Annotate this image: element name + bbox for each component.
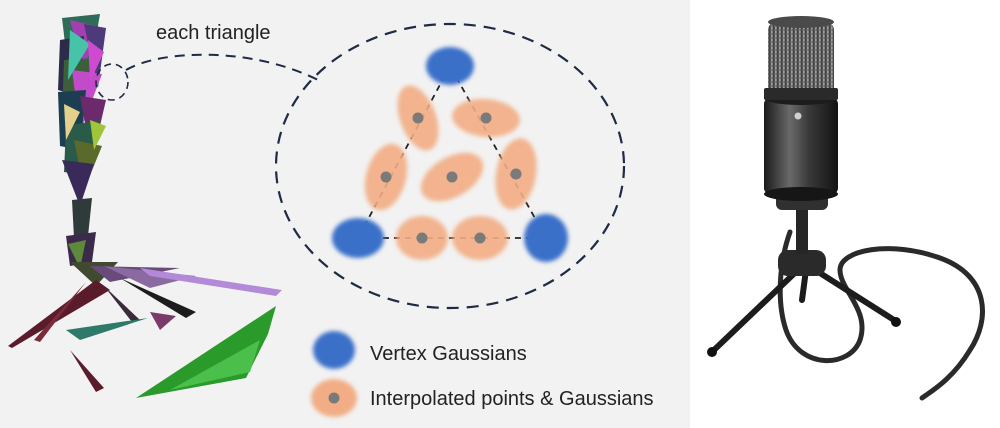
mic-switch [794, 112, 802, 120]
legend: Vertex Gaussians Interpolated points & G… [311, 331, 654, 417]
interpolated-point [446, 171, 458, 183]
legend-interpolated-point [328, 392, 340, 404]
legend-vertex-swatch [313, 331, 355, 369]
zoom-ellipse [274, 22, 626, 310]
callout-source-circle [95, 63, 129, 101]
interpolated-point [416, 232, 428, 244]
interpolated-points [380, 112, 522, 244]
callout-connector [125, 53, 319, 81]
triangle-soup-mesh [8, 14, 282, 398]
callout-label: each triangle [156, 22, 271, 44]
interpolated-point [412, 112, 424, 124]
vertex-gaussian-top [426, 47, 474, 85]
mic-cable [777, 229, 985, 401]
mic-body [764, 98, 838, 194]
render-background [690, 0, 1000, 428]
mic-grille [768, 22, 834, 100]
mic-stand-rod [796, 196, 808, 254]
vertex-gaussian-left [332, 218, 384, 258]
legend-interpolated-label: Interpolated points & Gaussians [370, 388, 654, 410]
rendered-microphone [690, 0, 1000, 428]
interpolated-point [474, 232, 486, 244]
vertex-gaussians [332, 47, 568, 262]
vertex-gaussian-right [524, 214, 568, 262]
legend-vertex-label: Vertex Gaussians [370, 343, 527, 365]
interpolated-point [380, 171, 392, 183]
mesh-gaussian-diagram: each triangle Vertex Gaussians Interpola… [0, 0, 690, 428]
interpolated-point [480, 112, 492, 124]
mic-tripod [707, 250, 901, 357]
interpolated-point [510, 168, 522, 180]
